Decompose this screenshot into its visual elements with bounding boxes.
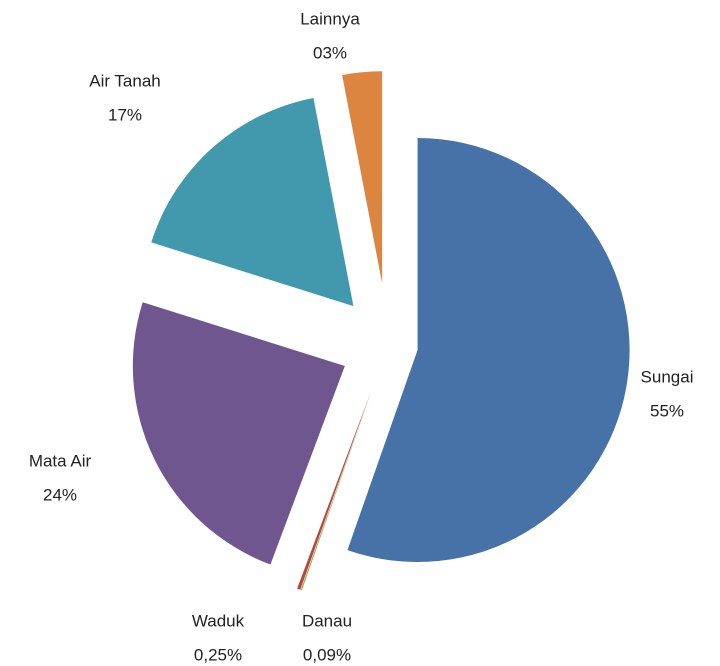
slice-value-label: 17% — [108, 105, 142, 124]
pie-slice — [342, 71, 383, 284]
slice-value-label: 0,25% — [194, 645, 242, 664]
slice-category-label: Danau — [302, 611, 352, 630]
slice-value-label: 55% — [650, 401, 684, 420]
slice-category-label: Sungai — [641, 367, 694, 386]
slice-value-label: 0,09% — [303, 645, 351, 664]
slice-value-label: 03% — [313, 43, 347, 62]
pie-slice — [297, 390, 372, 590]
slice-category-label: Waduk — [192, 611, 245, 630]
pie-slice — [300, 390, 372, 591]
slice-value-label: 24% — [43, 485, 77, 504]
slice-category-label: Lainnya — [300, 9, 360, 28]
pie-slice — [132, 302, 345, 565]
slice-category-label: Mata Air — [29, 451, 92, 470]
slice-category-label: Air Tanah — [89, 71, 161, 90]
pie-slice — [151, 97, 354, 307]
pie-slice — [347, 138, 630, 563]
